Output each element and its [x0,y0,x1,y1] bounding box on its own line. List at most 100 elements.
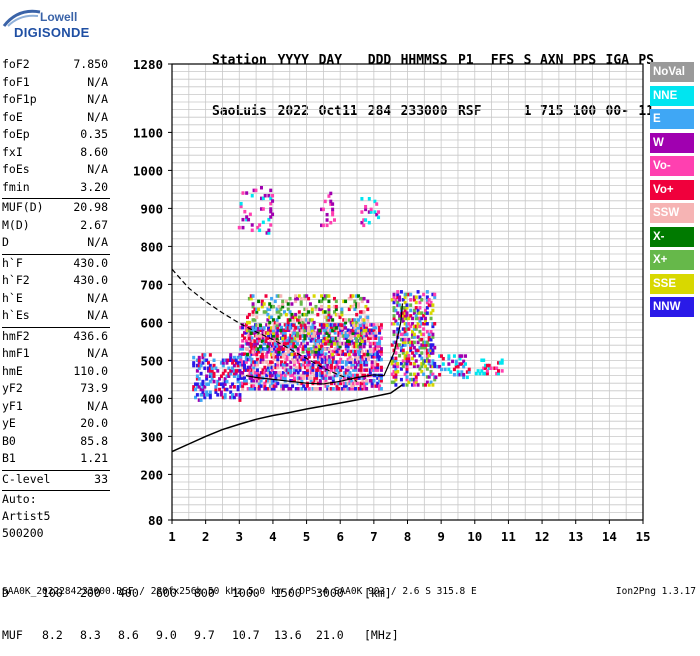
echo-point [464,354,468,358]
echo-point [374,336,378,340]
echo-point [403,316,407,321]
echo-point [338,350,342,354]
echo-point [409,377,413,382]
echo-point [403,330,407,334]
echo-point [263,381,267,386]
echo-point [254,360,258,364]
echo-point [221,395,225,400]
echo-point [227,374,231,378]
echo-point [325,212,329,217]
echo-point [485,363,489,368]
echo-point [281,376,285,380]
echo-point [272,371,276,375]
echo-point [292,342,296,346]
echo-point [394,345,398,350]
echo-point [425,300,429,305]
parameter-value: 110.0 [73,363,108,378]
echo-point [281,365,285,370]
echo-point [250,376,254,380]
echo-point [328,387,332,391]
echo-point [257,360,261,364]
autoscaling-note: 500200 [2,526,44,540]
echo-point [284,312,288,317]
echo-point [392,369,396,374]
echo-point [194,387,198,392]
echo-point [272,323,276,327]
echo-point [265,373,269,378]
echo-point [295,336,299,341]
table-cell: [km] [364,586,392,600]
echo-point [287,341,291,346]
echo-point [276,325,280,330]
echo-point [236,363,240,368]
echo-point [300,379,304,383]
echo-point [405,375,409,379]
echo-point [401,359,405,363]
echo-point [250,387,254,391]
echo-point [261,355,265,359]
echo-point [320,344,324,349]
echo-point [325,294,329,298]
echo-point [221,382,225,386]
echo-point [346,360,350,364]
echo-point [246,342,250,346]
echo-point [367,220,371,225]
echo-point [255,357,259,362]
echo-point [332,326,336,330]
parameter-row: hmF1 N/A [2,345,110,363]
echo-point [283,363,287,367]
echo-point [416,290,420,294]
echo-point [258,223,262,227]
echo-point [206,361,210,365]
echo-point [231,366,235,370]
echo-point [249,350,253,354]
echo-point [298,328,302,332]
echo-point [339,328,343,332]
echo-point [355,344,359,349]
echo-point [423,322,427,326]
echo-point [298,333,302,338]
echo-point [294,365,298,370]
echo-point [257,384,261,388]
echo-point [405,359,409,363]
echo-point [334,336,338,341]
echo-point [245,191,249,195]
echo-point [252,371,256,375]
echo-point [325,315,329,320]
echo-point [252,387,256,391]
echo-point [315,373,319,378]
echo-point [366,315,370,320]
file-info-line: SAA0K_2022284233000.RSF / 280fx256h 50 k… [2,586,477,597]
echo-point [324,376,328,380]
echo-point [322,323,326,327]
echo-point [354,360,358,364]
echo-point [360,197,364,201]
echo-point [352,373,356,378]
echo-point [379,352,383,356]
echo-point [365,379,369,383]
echo-point [392,375,396,379]
echo-point [231,395,235,400]
echo-point [197,363,201,368]
echo-point [288,339,292,343]
echo-point [258,228,262,233]
echo-point [329,376,333,380]
echo-point [331,202,335,206]
echo-point [458,362,462,366]
echo-point [299,296,303,301]
echo-point [261,368,265,372]
echo-point [361,336,365,340]
x-tick-label: 15 [635,529,650,544]
echo-point [412,372,416,377]
echo-point [317,336,321,340]
echo-point [422,361,426,366]
echo-point [414,314,418,318]
echo-point [275,294,279,298]
echo-point [431,383,435,387]
y-tick-label: 1280 [133,57,163,72]
echo-point [192,355,196,360]
echo-point [429,300,433,305]
echo-point [313,339,317,343]
echo-point [247,342,251,346]
echo-point [484,363,488,368]
